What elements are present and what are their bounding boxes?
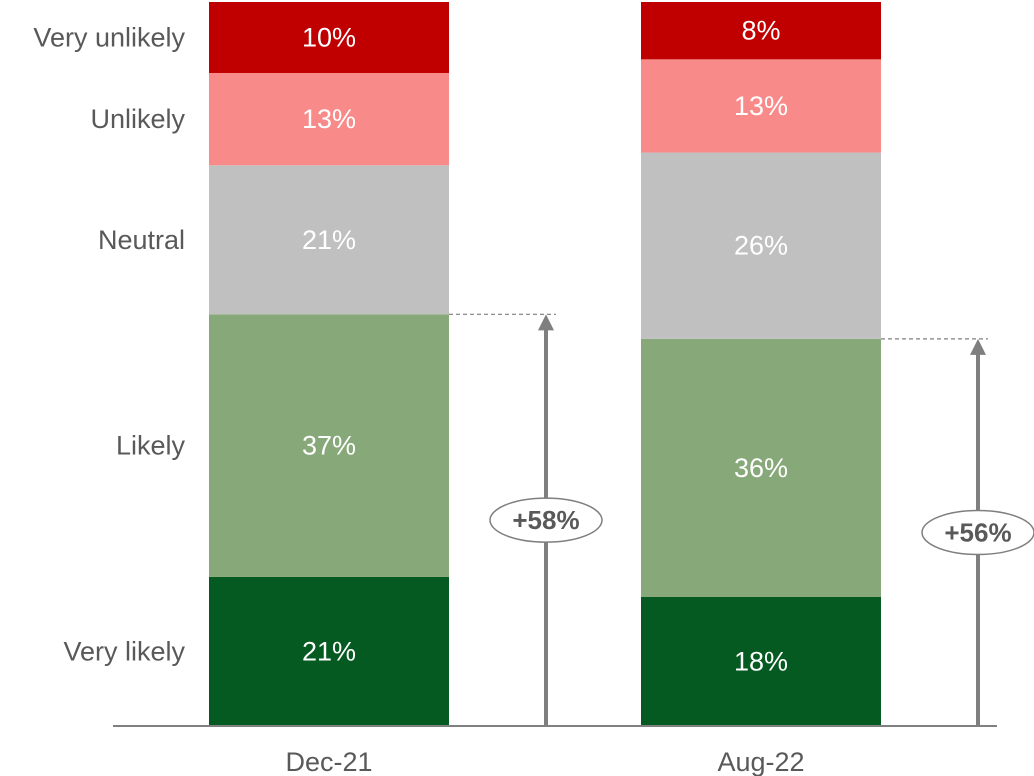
- level-label-very-unlikely: Very unlikely: [33, 22, 185, 52]
- callout-bubble-dec-21: [489, 497, 603, 543]
- data-label-aug-22-very-unlikely: 8%: [741, 16, 780, 46]
- level-label-unlikely: Unlikely: [90, 104, 185, 134]
- bar-segment-aug-22-very-unlikely: [641, 2, 881, 60]
- data-label-aug-22-very-likely: 18%: [734, 646, 788, 676]
- callout-arrow-head-aug-22: [970, 338, 986, 355]
- bar-segment-aug-22-likely: [641, 338, 881, 597]
- category-labels: Very likely Likely Neutral Unlikely Very unl…: [33, 22, 185, 666]
- data-label-dec-21-likely: 37%: [302, 431, 356, 461]
- bar-segment-dec-21-likely: [209, 314, 449, 577]
- data-label-dec-21-very-likely: 21%: [302, 636, 356, 666]
- bar-segment-aug-22-very-likely: [641, 596, 881, 726]
- level-label-very-likely: Very likely: [63, 636, 185, 666]
- callout-arrow-head-dec-21: [538, 314, 554, 331]
- callout-label-dec-21: +58%: [512, 505, 579, 535]
- bar-segment-dec-21-neutral: [209, 165, 449, 315]
- level-label-likely: Likely: [116, 431, 186, 461]
- x-tick-label-dec-21: Dec-21: [285, 747, 372, 776]
- level-label-neutral: Neutral: [98, 225, 185, 255]
- data-label-aug-22-likely: 36%: [734, 453, 788, 483]
- data-label-dec-21-neutral: 21%: [302, 225, 356, 255]
- bar-segment-aug-22-unlikely: [641, 59, 881, 153]
- bars-layer: 21% 37% 21% 13% 10% 18% 36% 26% 13% 8%: [209, 2, 881, 726]
- callout-bubble-aug-22: [921, 509, 1034, 556]
- bar-segment-dec-21-very-unlikely: [209, 2, 449, 73]
- x-axis-labels: Dec-21 Aug-22: [285, 747, 804, 776]
- data-label-aug-22-neutral: 26%: [734, 231, 788, 261]
- data-label-dec-21-unlikely: 13%: [302, 104, 356, 134]
- bar-segment-dec-21-very-likely: [209, 576, 449, 726]
- callout-label-aug-22: +56%: [944, 517, 1011, 547]
- data-label-dec-21-very-unlikely: 10%: [302, 22, 356, 52]
- bar-segment-aug-22-neutral: [641, 152, 881, 339]
- data-label-aug-22-unlikely: 13%: [734, 91, 788, 121]
- bar-segment-dec-21-unlikely: [209, 72, 449, 166]
- callouts-layer: +58% +56%: [449, 313, 1034, 726]
- x-tick-label-aug-22: Aug-22: [717, 747, 804, 776]
